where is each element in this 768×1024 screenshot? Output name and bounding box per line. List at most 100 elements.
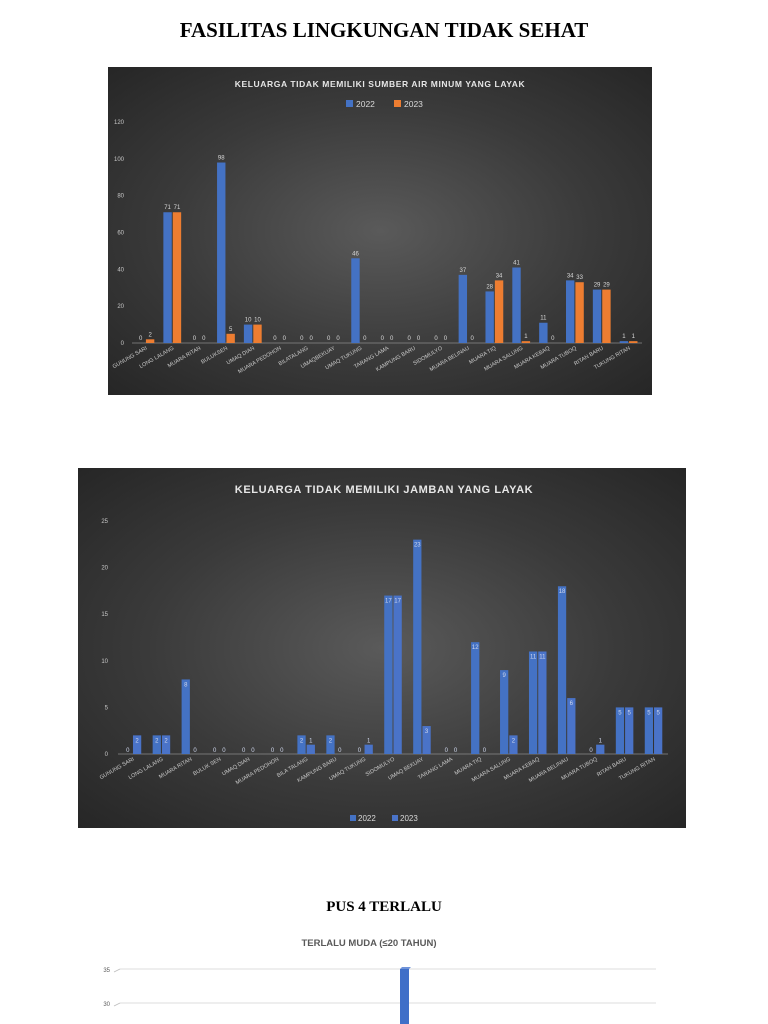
bar-2022-muara-belinau <box>458 274 468 343</box>
bar-2022-bila-talang <box>297 735 306 754</box>
bar-2022-muara-belinau <box>557 586 567 754</box>
data-label: 71 <box>174 205 181 211</box>
data-label: 18 <box>559 589 566 595</box>
bar-2022-umaq-tukung <box>351 258 360 343</box>
y-tick-label: 15 <box>101 612 108 618</box>
x-tick-label: BULUKSEN <box>200 346 229 366</box>
data-label: 0 <box>222 748 226 754</box>
data-label: 0 <box>193 336 197 342</box>
grid-line-3d-edge <box>113 968 121 973</box>
legend-label-2022: 2022 <box>356 99 375 109</box>
y-tick-label: 80 <box>117 194 124 200</box>
y-tick-label: 10 <box>101 659 108 665</box>
data-label: 0 <box>358 748 362 754</box>
data-label: 0 <box>242 748 246 754</box>
legend-label-2023: 2023 <box>404 99 423 109</box>
bar-2022-kampung-baru <box>326 735 335 754</box>
chart-title: KELUARGA TIDAK MEMILIKI JAMBAN YANG LAYA… <box>235 484 533 496</box>
bar-2022-umaq-dian <box>243 324 253 343</box>
data-label: 5 <box>647 710 651 716</box>
data-label: 1 <box>309 739 313 745</box>
bar-2023-tukung-ritan <box>629 341 638 343</box>
bar-2023-muara-tuboq <box>596 744 605 754</box>
data-label: 71 <box>164 205 171 211</box>
bar-2022-muara-salung <box>512 267 521 343</box>
data-label: 1 <box>367 739 371 745</box>
data-label: 9 <box>502 673 506 679</box>
y-tick-label: 0 <box>105 752 109 758</box>
data-label: 0 <box>417 336 421 342</box>
data-label: 0 <box>381 336 385 342</box>
data-label: 0 <box>251 748 255 754</box>
bar-2023-long-lalang <box>172 212 182 343</box>
data-label: 0 <box>551 336 555 342</box>
bar-2023-umaq-bekuay <box>422 726 431 754</box>
data-label: 2 <box>164 738 168 744</box>
data-label: 0 <box>445 748 449 754</box>
bar-2023-ritan-baru <box>602 289 611 343</box>
y-tick-label: 5 <box>105 705 109 711</box>
chart-title: TERLALU MUDA (≤20 TAHUN) <box>301 938 436 949</box>
data-label: 1 <box>632 334 636 340</box>
bar-2023-buluksen <box>226 333 235 343</box>
y-tick-label: 100 <box>114 157 125 163</box>
bar-2023-sidomulyo <box>393 595 402 754</box>
data-label: 0 <box>454 748 458 754</box>
data-label: 2 <box>148 332 152 338</box>
bar-2023-tukung-ritan <box>654 707 663 754</box>
data-label: 0 <box>444 336 448 342</box>
data-label: 98 <box>218 156 225 162</box>
bar-2022-tukung-ritan <box>619 341 629 343</box>
bar-2023-muara-tuboq <box>575 282 584 343</box>
data-label: 2 <box>300 738 304 744</box>
bar-2022-muara-ritan <box>181 679 190 754</box>
data-label: 2 <box>155 738 159 744</box>
data-label: 5 <box>656 710 660 716</box>
bar-2023-bila-talang <box>306 744 315 754</box>
chart-latrine: KELUARGA TIDAK MEMILIKI JAMBAN YANG LAYA… <box>78 468 686 828</box>
bar-2022-umaq-bekuay <box>413 539 422 754</box>
chart-water-source-svg: KELUARGA TIDAK MEMILIKI SUMBER AIR MINUM… <box>112 79 642 375</box>
data-label: 17 <box>394 599 401 605</box>
data-label: 0 <box>589 748 593 754</box>
bar-2022-muara-tiq <box>485 291 494 343</box>
data-label: 5 <box>229 327 233 333</box>
bar-2022-muara-tiq <box>471 642 480 754</box>
data-label: 28 <box>486 284 493 290</box>
data-label: 0 <box>283 336 287 342</box>
bar-top-face <box>400 967 411 969</box>
data-label: 34 <box>567 273 574 279</box>
bar-2023-muara-belinau <box>567 698 576 754</box>
chart-too-young-svg: TERLALU MUDA (≤20 TAHUN) 30 35 <box>103 938 656 1024</box>
data-label: 2 <box>512 738 516 744</box>
legend-label-2022: 2022 <box>358 814 376 823</box>
x-tick-label: BULUK SEN <box>192 757 222 778</box>
data-label: 0 <box>434 336 438 342</box>
section-title: PUS 4 TERLALU <box>326 899 442 915</box>
bar-2022-muara-salung <box>500 670 509 754</box>
chart-title: KELUARGA TIDAK MEMILIKI SUMBER AIR MINUM… <box>235 79 526 89</box>
y-tick-label: 120 <box>114 120 125 126</box>
data-label: 0 <box>271 748 275 754</box>
grid-line-3d-edge <box>113 1002 121 1007</box>
bar-2022-buluksen <box>217 162 226 343</box>
legend-swatch-2022 <box>350 815 356 821</box>
data-label: 0 <box>338 748 342 754</box>
data-label: 0 <box>309 336 313 342</box>
bar-2023-gunung-sari <box>145 339 155 343</box>
legend-swatch-2023 <box>394 100 401 107</box>
data-label: 0 <box>126 748 130 754</box>
data-label: 33 <box>576 275 583 281</box>
chart-latrine-svg: KELUARGA TIDAK MEMILIKI JAMBAN YANG LAYA… <box>99 484 668 823</box>
data-label: 0 <box>300 336 304 342</box>
y-tick-label: 25 <box>101 519 108 525</box>
data-label: 2 <box>329 738 333 744</box>
bar-2022-ritan-baru <box>615 707 625 754</box>
y-tick-label: 20 <box>117 304 124 310</box>
bar-2022-tukung-ritan <box>644 707 654 754</box>
data-label: 0 <box>193 748 197 754</box>
bar-2022-muara-tuboq <box>566 280 575 343</box>
bar-2022-muara-kebaq <box>539 322 548 343</box>
data-label: 11 <box>530 654 537 660</box>
data-label: 6 <box>570 701 574 707</box>
